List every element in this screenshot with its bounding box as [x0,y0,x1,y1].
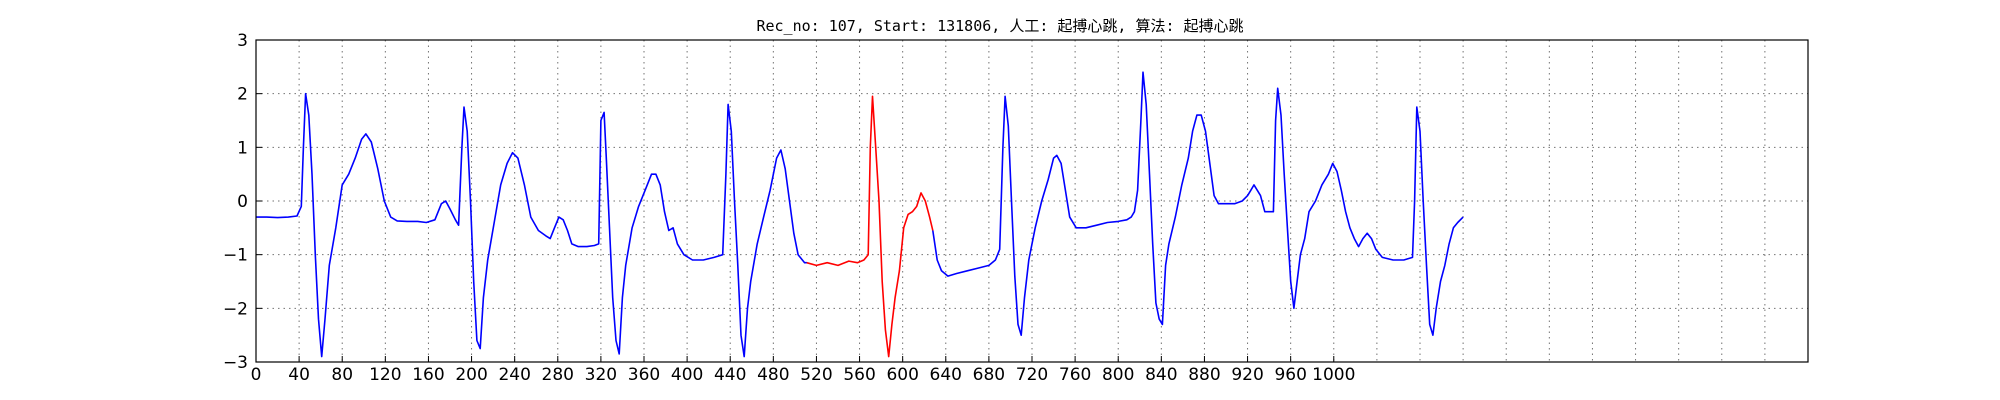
y-tick-label: 2 [237,85,248,105]
y-tick-label: 1 [237,138,248,158]
y-tick-label: −2 [223,299,248,319]
x-tick-label: 720 [1016,365,1048,385]
x-tick-label: 320 [585,365,617,385]
x-tick-label: 160 [412,365,444,385]
x-tick-label: 840 [1145,365,1177,385]
chart-title: Rec_no: 107, Start: 131806, 人工: 起搏心跳, 算法… [756,17,1243,35]
x-tick-label: 600 [886,365,918,385]
y-tick-label: 3 [237,31,248,51]
series-line-2 [933,72,1463,335]
x-tick-label: 880 [1188,365,1220,385]
x-tick-label: 520 [800,365,832,385]
x-tick-label: 400 [671,365,703,385]
x-tick-label: 760 [1059,365,1091,385]
x-tick-label: 960 [1274,365,1306,385]
x-tick-label: 560 [843,365,875,385]
x-tick-label: 0 [251,365,262,385]
x-tick-label: 120 [369,365,401,385]
series-layer [256,72,1463,356]
x-tick-label: 40 [288,365,310,385]
series-line-1 [807,96,933,356]
x-tick-label: 680 [973,365,1005,385]
series-line-0 [256,94,807,357]
x-tick-label: 80 [331,365,353,385]
x-tick-label: 480 [757,365,789,385]
y-tick-label: −1 [223,246,248,266]
x-tick-label: 200 [455,365,487,385]
x-tick-label: 360 [628,365,660,385]
x-tick-label: 800 [1102,365,1134,385]
x-tick-label: 920 [1231,365,1263,385]
y-tick-label: 0 [237,192,248,212]
x-axis-ticks: 0 40 80 120 160 200 240 280 320 360 400 440 480 520 56… [251,356,1356,385]
x-tick-label: 240 [498,365,530,385]
x-tick-label: 440 [714,365,746,385]
x-tick-label: 1000 [1312,365,1355,385]
y-tick-label: −3 [223,353,248,373]
grid [256,40,1808,362]
x-tick-label: 640 [930,365,962,385]
x-tick-label: 280 [542,365,574,385]
